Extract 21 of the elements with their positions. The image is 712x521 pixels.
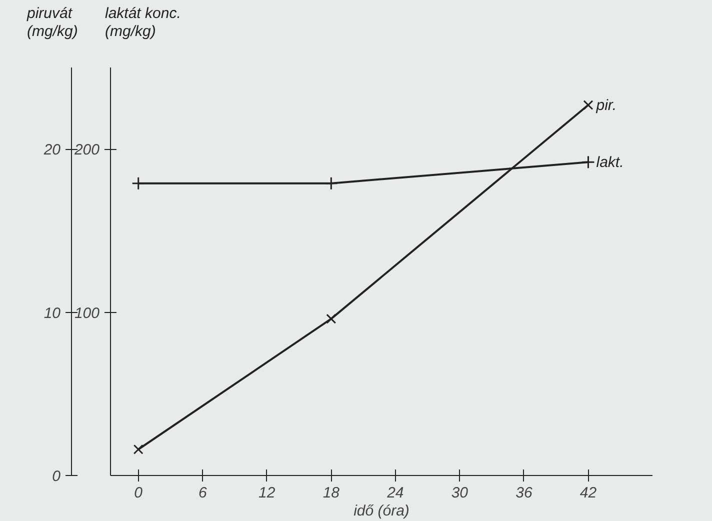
series-label: lakt. [596,154,624,172]
y2-axis-title: piruvát (mg/kg) [27,5,78,41]
x-tick-label: 42 [580,484,598,502]
y-axis-title: laktát konc. (mg/kg) [105,5,181,41]
x-tick-label: 18 [322,484,340,502]
point [326,314,336,324]
x-tick-label: 24 [386,484,404,502]
y-tick-label: 200 [73,142,100,159]
x-tick-label: 0 [134,484,144,502]
x-tick-label: 6 [198,484,208,502]
point [133,444,144,454]
y-tick-label: 100 [74,304,100,322]
y2-tick-label: 0 [52,468,62,485]
x-tick-label: 36 [516,484,533,502]
x-axis-title: idő (óra) [354,502,410,520]
y2-tick-label: 20 [42,142,62,159]
x-tick-label: 12 [258,484,276,502]
series-label: pir. [595,97,617,114]
y2-tick-label: 10 [44,304,62,322]
x-tick-label: 30 [451,484,469,502]
point [583,100,594,110]
